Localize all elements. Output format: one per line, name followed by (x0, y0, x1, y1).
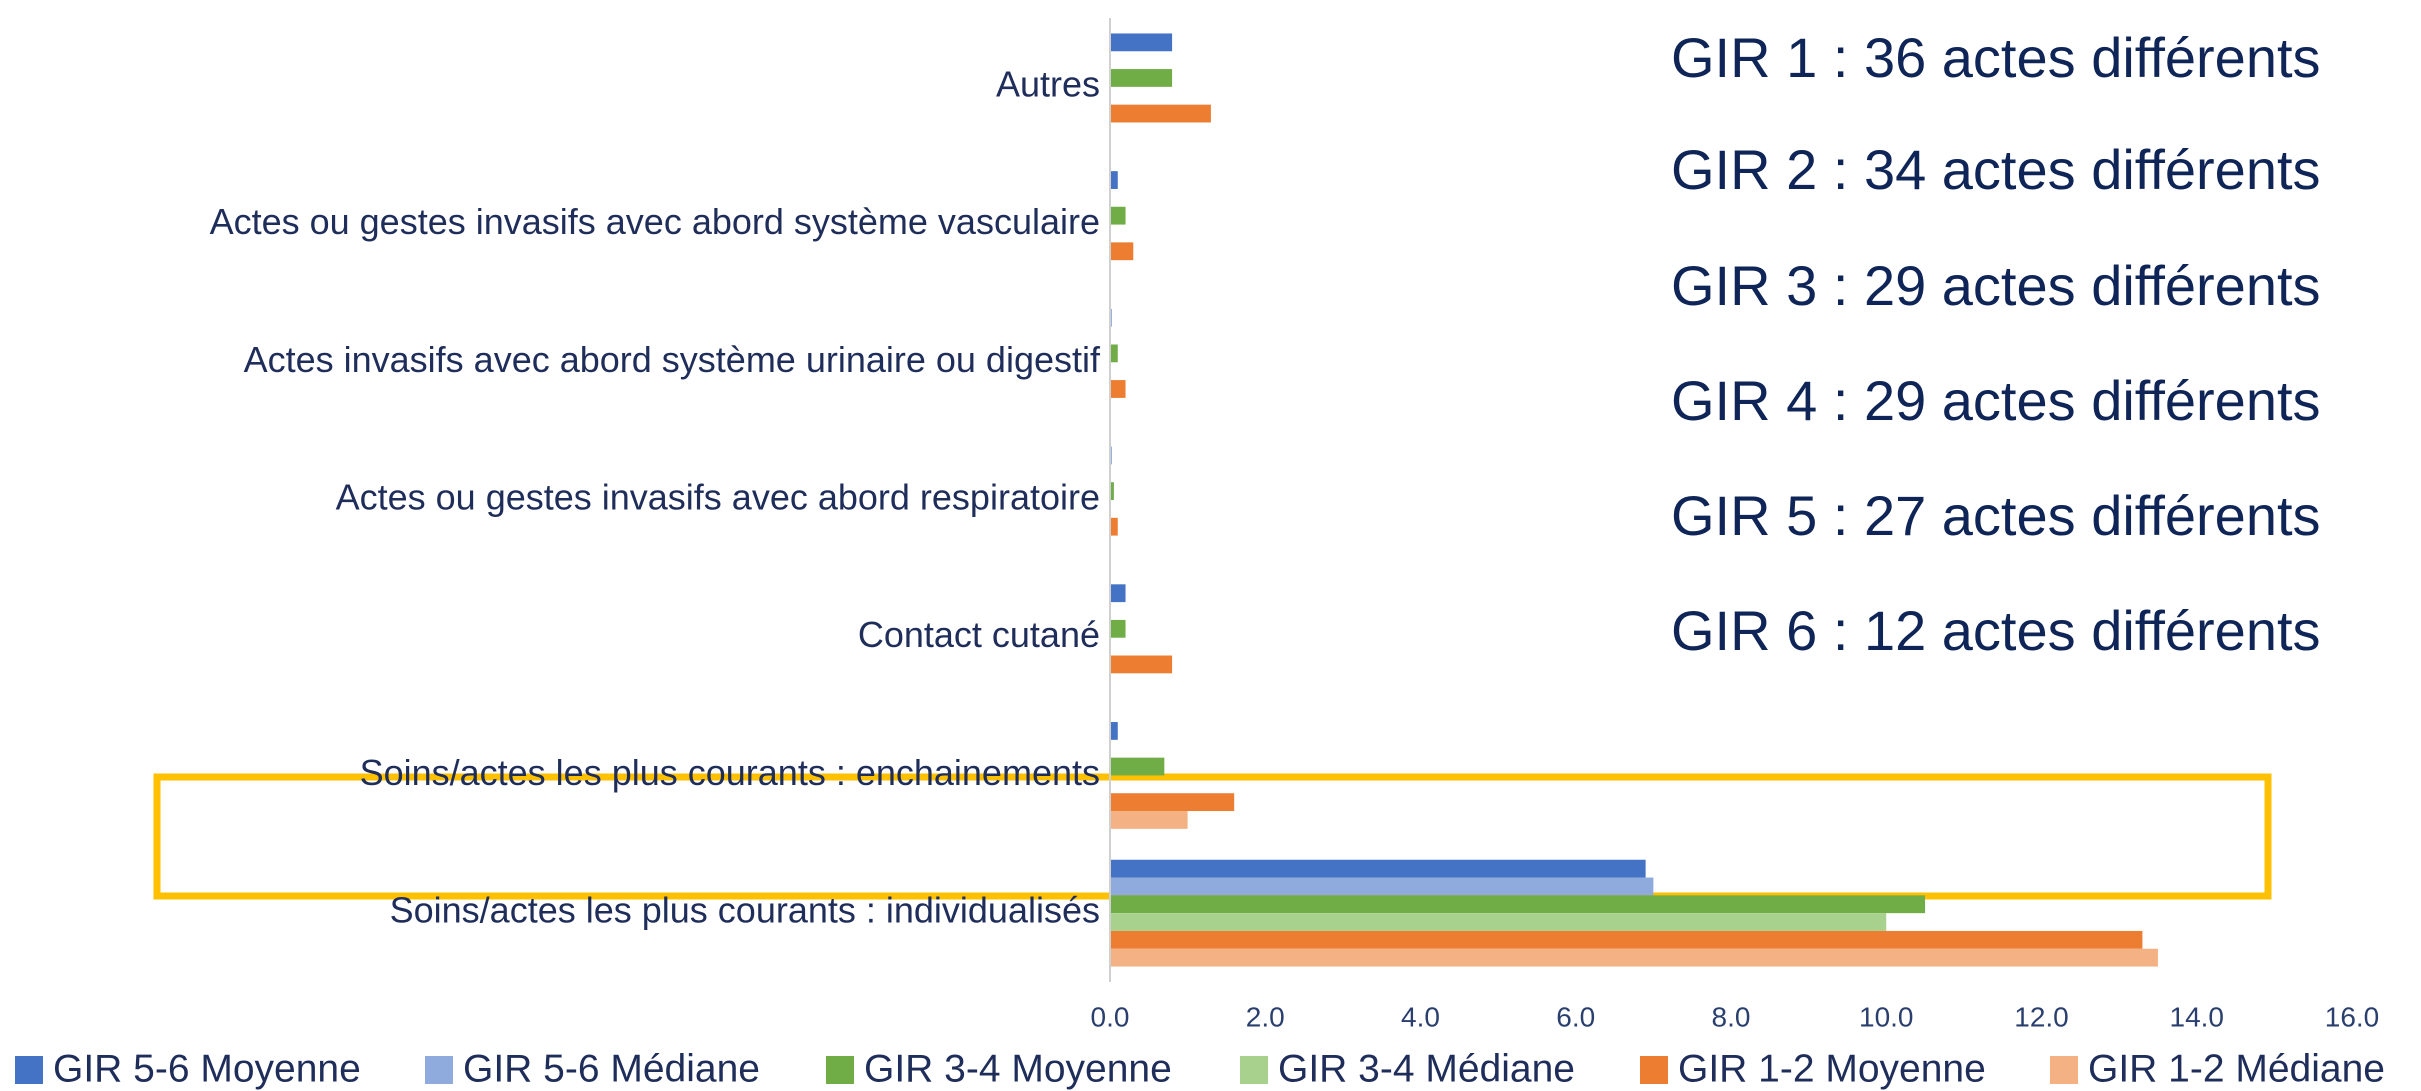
bar (1110, 619, 1126, 638)
category-label: Actes ou gestes invasifs avec abord syst… (210, 201, 1100, 242)
bar (1110, 757, 1165, 776)
legend-label: GIR 3-4 Médiane (1278, 1047, 1575, 1090)
legend-swatch (425, 1056, 453, 1084)
bar (1110, 242, 1134, 261)
x-tick-label: 10.0 (1859, 1001, 1914, 1032)
annotation: GIR 3 : 29 actes différents (1671, 254, 2321, 317)
bar (1110, 930, 2143, 949)
bar (1110, 104, 1211, 123)
category-label: Autres (996, 63, 1100, 104)
annotation: GIR 6 : 12 actes différents (1671, 599, 2321, 662)
legend-label: GIR 5-6 Médiane (463, 1047, 760, 1090)
category-label: Soins/actes les plus courants : enchaine… (360, 752, 1100, 793)
legend-label: GIR 3-4 Moyenne (864, 1047, 1172, 1090)
legend-swatch (1240, 1056, 1268, 1084)
annotation: GIR 5 : 27 actes différents (1671, 484, 2321, 547)
x-tick-label: 8.0 (1712, 1001, 1751, 1032)
x-tick-label: 12.0 (2014, 1001, 2069, 1032)
x-tick-label: 0.0 (1091, 1001, 1130, 1032)
bar (1110, 913, 1887, 931)
bar (1110, 482, 1114, 500)
legend-swatch (826, 1056, 854, 1084)
annotation: GIR 2 : 34 actes différents (1671, 138, 2321, 201)
bar (1110, 793, 1235, 812)
x-tick-label: 14.0 (2170, 1001, 2225, 1032)
legend-swatch (2050, 1056, 2078, 1084)
bar (1110, 69, 1173, 87)
bar (1110, 655, 1173, 674)
legend-swatch (1640, 1056, 1668, 1084)
annotation: GIR 1 : 36 actes différents (1671, 26, 2321, 89)
bar (1110, 171, 1118, 189)
category-label: Soins/actes les plus courants : individu… (390, 890, 1100, 931)
legend-label: GIR 1-2 Moyenne (1678, 1047, 1986, 1090)
x-tick-label: 2.0 (1246, 1001, 1285, 1032)
bar (1110, 206, 1126, 225)
bar (1110, 584, 1126, 603)
bar (1110, 722, 1118, 740)
category-label: Actes ou gestes invasifs avec abord resp… (336, 477, 1100, 518)
legend-label: GIR 1-2 Médiane (2088, 1047, 2385, 1090)
legend-swatch (15, 1056, 43, 1084)
bar (1110, 948, 2158, 967)
bar (1110, 895, 1926, 914)
bar (1110, 811, 1188, 829)
x-tick-label: 6.0 (1556, 1001, 1595, 1032)
bar (1110, 380, 1126, 398)
legend-label: GIR 5-6 Moyenne (53, 1047, 361, 1090)
bar (1110, 877, 1654, 896)
bar (1110, 859, 1646, 878)
category-label: Actes invasifs avec abord système urinai… (244, 339, 1101, 380)
bar (1110, 517, 1118, 536)
bar (1110, 344, 1118, 363)
annotation: GIR 4 : 29 actes différents (1671, 369, 2321, 432)
bar (1110, 33, 1173, 52)
x-tick-label: 4.0 (1401, 1001, 1440, 1032)
x-tick-label: 16.0 (2325, 1001, 2380, 1032)
category-label: Contact cutané (858, 614, 1100, 655)
